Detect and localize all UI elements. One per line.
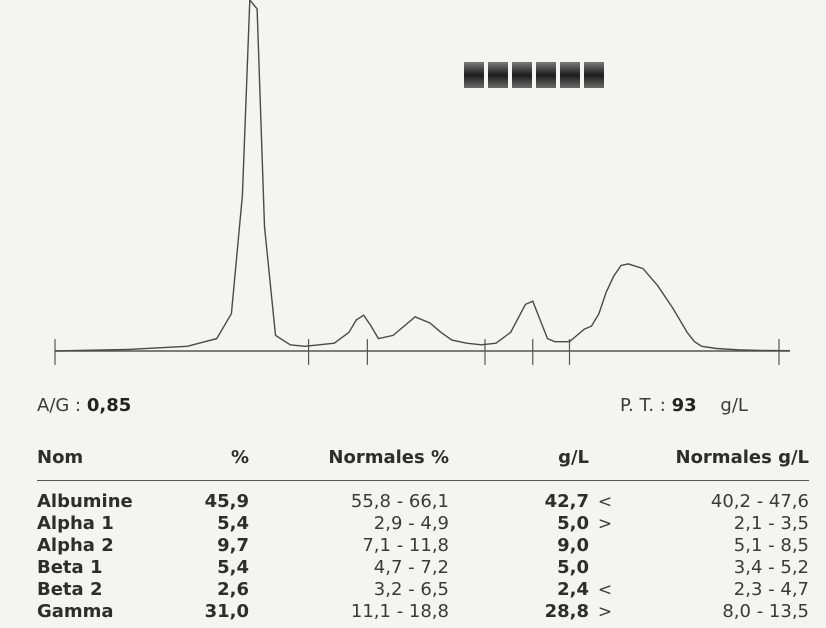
fraction-normal-gl: 2,1 - 3,5	[733, 513, 809, 534]
gel-band	[584, 62, 604, 88]
fraction-normal-pct: 4,7 - 7,2	[373, 557, 449, 578]
fraction-pct: 9,7	[217, 535, 249, 556]
fraction-normal-pct: 7,1 - 11,8	[362, 535, 449, 556]
fraction-name: Alpha 2	[37, 535, 114, 556]
total-protein: P. T. : 93 g/L	[620, 395, 748, 416]
header-pct: %	[157, 438, 249, 481]
fraction-normal-pct: 11,1 - 18,8	[350, 601, 449, 622]
table-row: Alpha 2 9,7 7,1 - 11,8 9,0 5,1 - 8,5	[37, 535, 809, 557]
pt-value: 93	[671, 395, 697, 416]
fraction-name: Beta 2	[37, 579, 103, 600]
gel-band	[488, 62, 508, 88]
fraction-pct: 45,9	[204, 491, 249, 512]
gel-band	[512, 62, 532, 88]
fraction-pct: 5,4	[217, 513, 249, 534]
fraction-flag: <	[597, 580, 613, 600]
table-row: Beta 1 5,4 4,7 - 7,2 5,0 3,4 - 5,2	[37, 557, 809, 579]
fraction-normal-pct: 2,9 - 4,9	[373, 513, 449, 534]
fraction-flag	[589, 557, 621, 579]
fraction-gl: 42,7	[544, 491, 589, 512]
gel-band	[464, 62, 484, 88]
fraction-pct: 5,4	[217, 557, 249, 578]
gel-band	[536, 62, 556, 88]
fraction-gl: 2,4	[557, 579, 589, 600]
gel-band-image	[464, 62, 604, 88]
fraction-gl: 28,8	[544, 601, 589, 622]
electrophoresis-chart	[54, 0, 791, 365]
pt-label: P. T. :	[620, 395, 666, 416]
fraction-separators	[54, 339, 780, 365]
fraction-gl: 9,0	[557, 535, 589, 556]
fraction-normal-gl: 2,3 - 4,7	[733, 579, 809, 600]
densitometry-curve	[54, 0, 791, 352]
fraction-name: Beta 1	[37, 557, 103, 578]
header-normal-pct: Normales %	[249, 438, 449, 481]
fraction-gl: 5,0	[557, 557, 589, 578]
fraction-gl: 5,0	[557, 513, 589, 534]
fraction-normal-gl: 40,2 - 47,6	[710, 491, 809, 512]
fraction-flag: <	[597, 492, 613, 512]
fraction-normal-pct: 3,2 - 6,5	[373, 579, 449, 600]
fraction-name: Albumine	[37, 491, 133, 512]
ag-label: A/G :	[37, 395, 82, 416]
fraction-pct: 31,0	[204, 601, 249, 622]
header-normal-gl: Normales g/L	[589, 438, 809, 481]
fraction-normal-pct: 55,8 - 66,1	[350, 491, 449, 512]
table-row: Alpha 1 5,4 2,9 - 4,9 5,0 > 2,1 - 3,5	[37, 513, 809, 535]
table-row: Beta 2 2,6 3,2 - 6,5 2,4 < 2,3 - 4,7	[37, 579, 809, 601]
header-gl: g/L	[449, 438, 589, 481]
fraction-normal-gl: 3,4 - 5,2	[733, 557, 809, 578]
ag-value: 0,85	[86, 395, 132, 416]
table-header-row: Nom % Normales % g/L Normales g/L	[37, 438, 809, 481]
fraction-flag	[589, 535, 621, 557]
pt-unit: g/L	[720, 395, 748, 416]
table-row: Albumine 45,9 55,8 - 66,1 42,7 < 40,2 - …	[37, 481, 809, 514]
fraction-pct: 2,6	[217, 579, 249, 600]
fraction-flag: >	[597, 602, 613, 622]
fraction-name: Alpha 1	[37, 513, 114, 534]
fraction-name: Gamma	[37, 601, 114, 622]
fraction-normal-gl: 5,1 - 8,5	[733, 535, 809, 556]
ag-ratio: A/G : 0,85	[37, 395, 131, 416]
fraction-normal-gl: 8,0 - 13,5	[722, 601, 809, 622]
header-nom: Nom	[37, 438, 157, 481]
fraction-flag: >	[597, 514, 613, 534]
gel-band	[560, 62, 580, 88]
table-row: Gamma 31,0 11,1 - 18,8 28,8 > 8,0 - 13,5	[37, 601, 809, 623]
fractions-table: Nom % Normales % g/L Normales g/L Albumi…	[37, 438, 809, 623]
